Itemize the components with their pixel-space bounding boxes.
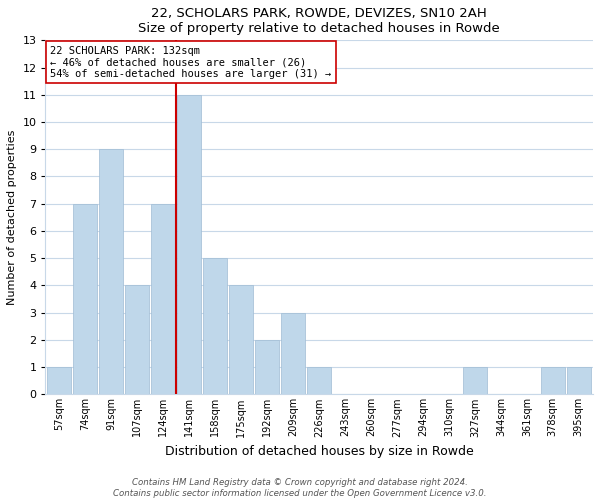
Y-axis label: Number of detached properties: Number of detached properties [7,130,17,305]
Bar [99,150,123,394]
Bar [541,367,565,394]
Bar [203,258,227,394]
X-axis label: Distribution of detached houses by size in Rowde: Distribution of detached houses by size … [164,445,473,458]
Bar [177,95,201,394]
Bar [47,367,71,394]
Bar [151,204,175,394]
Bar [73,204,97,394]
Text: Contains HM Land Registry data © Crown copyright and database right 2024.
Contai: Contains HM Land Registry data © Crown c… [113,478,487,498]
Title: 22, SCHOLARS PARK, ROWDE, DEVIZES, SN10 2AH
Size of property relative to detache: 22, SCHOLARS PARK, ROWDE, DEVIZES, SN10 … [138,7,500,35]
Bar [567,367,591,394]
Bar [125,286,149,395]
Bar [255,340,279,394]
Bar [229,286,253,395]
Bar [281,312,305,394]
Bar [307,367,331,394]
Text: 22 SCHOLARS PARK: 132sqm
← 46% of detached houses are smaller (26)
54% of semi-d: 22 SCHOLARS PARK: 132sqm ← 46% of detach… [50,46,332,79]
Bar [463,367,487,394]
